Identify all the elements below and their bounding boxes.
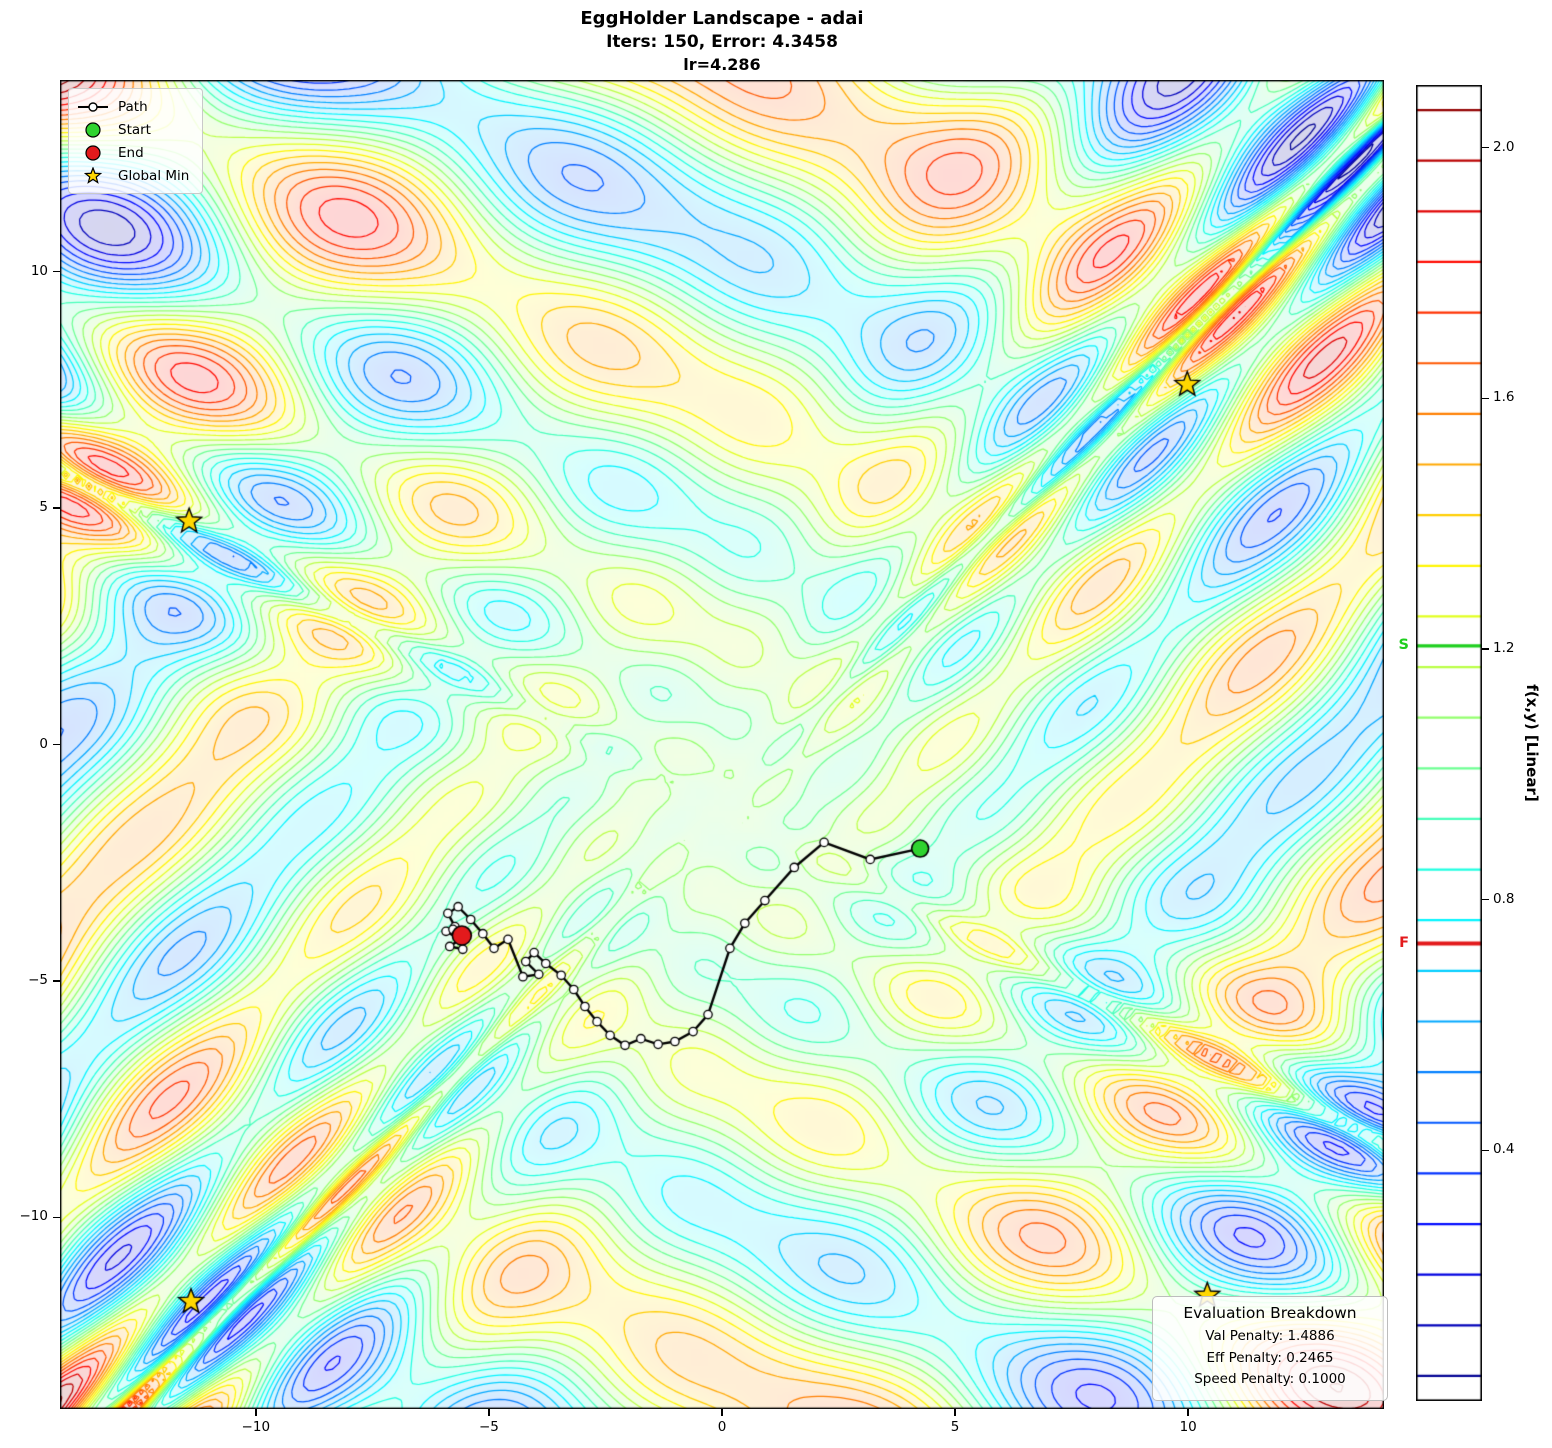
title-line-2: Iters: 150, Error: 4.3458 [606,32,838,53]
chart-title: EggHolder Landscape - adai Iters: 150, E… [60,7,1384,76]
colorbar-tick-label: 2.0 [1493,138,1515,155]
speed-penalty-line: Speed Penalty: 0.1000 [1194,1371,1346,1388]
legend-label-path: Path [118,98,148,115]
colorbar-tick-mark [1482,1149,1489,1152]
title-line-1: EggHolder Landscape - adai [580,8,864,29]
colorbar-tick-mark [1482,648,1489,650]
y-tick-mark [53,270,60,273]
colorbar-tick-label: 0.4 [1493,1141,1515,1158]
legend-label-global-min: Global Min [118,167,190,184]
y-tick-label: 5 [39,499,48,516]
colorbar-tick-label: 0.8 [1493,890,1515,907]
y-tick-label: −10 [19,1208,49,1225]
evaluation-breakdown-title: Evaluation Breakdown [1183,1304,1357,1322]
legend-item-end: End [77,141,189,164]
legend: Path Start End Global Min [68,88,204,194]
eff-penalty-line: Eff Penalty: 0.2465 [1206,1349,1334,1366]
legend-item-global-min: Global Min [77,164,189,187]
legend-item-path: Path [77,95,189,118]
y-tick-mark [53,1216,60,1219]
y-tick-label: −5 [28,971,48,988]
x-tick-mark [255,1409,257,1416]
x-tick-label: 5 [950,1419,960,1435]
colorbar-start-marker-label: S [1398,636,1409,653]
x-tick-label: −5 [478,1419,499,1435]
colorbar-axis-label: f(x,y) [Linear] [1523,684,1541,802]
x-tick-label: 0 [717,1419,727,1435]
y-tick-mark [53,980,60,982]
legend-label-end: End [118,144,144,161]
colorbar-tick-mark [1482,146,1489,149]
start-marker-icon [77,121,109,139]
colorbar-canvas [1416,85,1482,1401]
evaluation-breakdown: Evaluation Breakdown Val Penalty: 1.4886… [1152,1296,1388,1401]
y-tick-mark [53,507,60,509]
global-min-star-icon [77,166,109,185]
x-tick-label: −10 [241,1419,271,1435]
y-tick-label: 10 [30,262,48,279]
contour-plot-canvas [60,80,1384,1409]
legend-label-start: Start [118,121,151,138]
x-tick-mark [721,1409,723,1416]
y-tick-label: 0 [39,735,48,752]
title-line-3: lr=4.286 [683,55,761,75]
colorbar-tick-mark [1482,397,1489,400]
end-marker-icon [77,144,109,162]
colorbar-tick-mark [1482,898,1489,901]
colorbar-tick-label: 1.6 [1493,389,1515,406]
x-tick-mark [954,1409,956,1416]
legend-item-start: Start [77,118,189,141]
colorbar-tick-label: 1.2 [1493,640,1515,656]
colorbar-end-marker-label: F [1399,934,1409,951]
x-tick-mark [1187,1409,1189,1416]
val-penalty-line: Val Penalty: 1.4886 [1205,1328,1335,1344]
x-tick-label: 10 [1179,1419,1197,1435]
y-tick-mark [53,743,60,746]
x-tick-mark [488,1409,490,1416]
path-line-icon [77,99,109,115]
